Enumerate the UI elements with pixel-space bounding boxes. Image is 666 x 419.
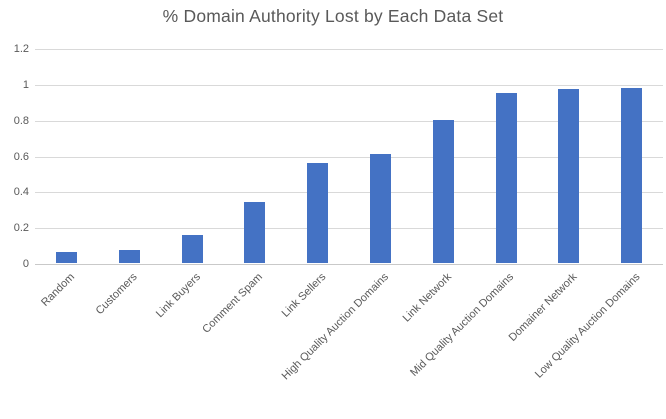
gridline xyxy=(35,84,663,86)
bar xyxy=(369,153,391,263)
gridline xyxy=(35,192,663,194)
chart-title: % Domain Authority Lost by Each Data Set xyxy=(162,6,504,26)
gridline xyxy=(35,120,663,122)
bar xyxy=(181,235,203,263)
bar xyxy=(55,252,77,263)
x-axis-line xyxy=(35,264,663,265)
y-axis-tick-label: 0.8 xyxy=(13,114,29,127)
bar xyxy=(495,92,517,263)
y-axis-tick-label: 0.6 xyxy=(13,150,29,163)
bar xyxy=(307,162,329,263)
x-axis-category-label: Random xyxy=(39,271,77,309)
x-axis-category-label: Customers xyxy=(93,271,140,318)
x-axis-category-label: Mid Quality Auction Domains xyxy=(408,271,517,379)
x-axis-category-label: Link Sellers xyxy=(279,271,329,320)
bar xyxy=(558,89,580,263)
gridline xyxy=(35,228,663,230)
x-axis-category-label: Low Quality Auction Domains xyxy=(532,271,643,381)
gridline xyxy=(35,49,663,50)
bar xyxy=(432,119,454,263)
x-axis-category-label: Link Buyers xyxy=(153,271,203,321)
y-axis-tick-label: 1.2 xyxy=(13,43,29,55)
y-axis-tick-label: 0 xyxy=(22,258,29,270)
gridline xyxy=(35,156,663,158)
bar xyxy=(244,202,266,263)
y-axis-tick-label: 0.2 xyxy=(13,222,29,235)
y-axis-tick-label: 0.4 xyxy=(13,186,29,199)
x-axis-category-label: Link Network xyxy=(400,271,454,325)
plot-area xyxy=(35,49,663,265)
bar xyxy=(118,250,140,263)
x-axis-category-label: Domainer Network xyxy=(506,271,580,344)
y-axis-tick-label: 1 xyxy=(22,78,29,91)
bar xyxy=(621,88,643,263)
x-axis-category-label: Comment Spam xyxy=(200,271,266,336)
x-axis-category-label: High Quality Auction Domains xyxy=(279,271,391,383)
